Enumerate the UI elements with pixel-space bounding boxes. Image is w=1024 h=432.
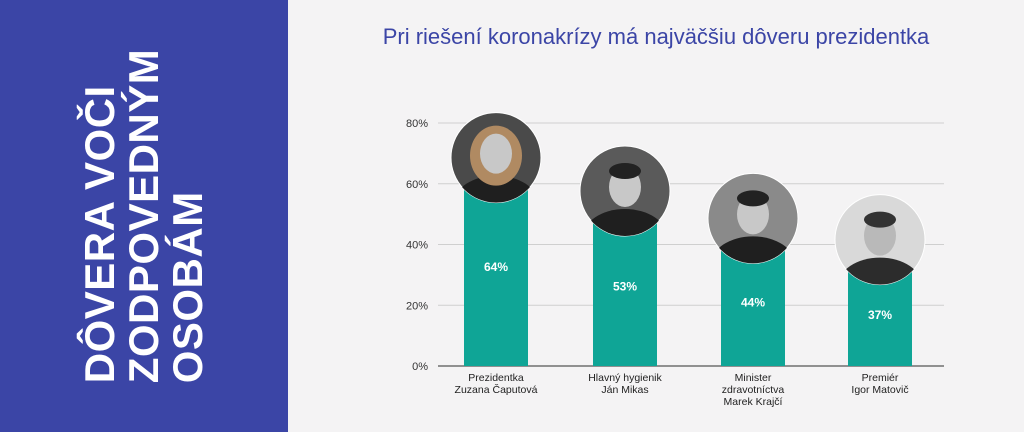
bar-value-label: 64% (484, 260, 508, 274)
portrait-igor-matovic (834, 194, 926, 286)
bar-value-label: 53% (613, 280, 637, 294)
bar-value-label: 44% (741, 295, 765, 309)
category-label: Prezidentka (468, 372, 524, 384)
side-panel: DÔVERA VOČI ZODPOVEDNÝM OSOBÁM (0, 0, 288, 432)
bar-value-label: 37% (868, 308, 892, 322)
y-tick-label: 80% (406, 118, 428, 130)
category-label: Premiér (862, 372, 899, 384)
portrait-jan-mikas (579, 145, 671, 237)
y-tick-label: 60% (406, 179, 428, 191)
category-label: Minister (735, 372, 772, 384)
category-label: Zuzana Čaputová (455, 383, 538, 396)
y-tick-label: 40% (406, 240, 428, 252)
y-tick-label: 20% (406, 300, 428, 312)
category-label: Igor Matovič (851, 384, 908, 396)
chart-title: Pri riešení koronakrízy má najväčšiu dôv… (382, 24, 930, 49)
portrait-marek-krajci (707, 172, 799, 264)
category-label: Hlavný hygienik (588, 372, 662, 384)
portrait-zuzana-caputova (450, 112, 542, 204)
category-label: Ján Mikas (601, 384, 648, 396)
y-tick-label: 0% (412, 361, 428, 373)
category-label: Marek Krajčí (724, 396, 783, 408)
category-label: zdravotníctva (722, 384, 785, 396)
